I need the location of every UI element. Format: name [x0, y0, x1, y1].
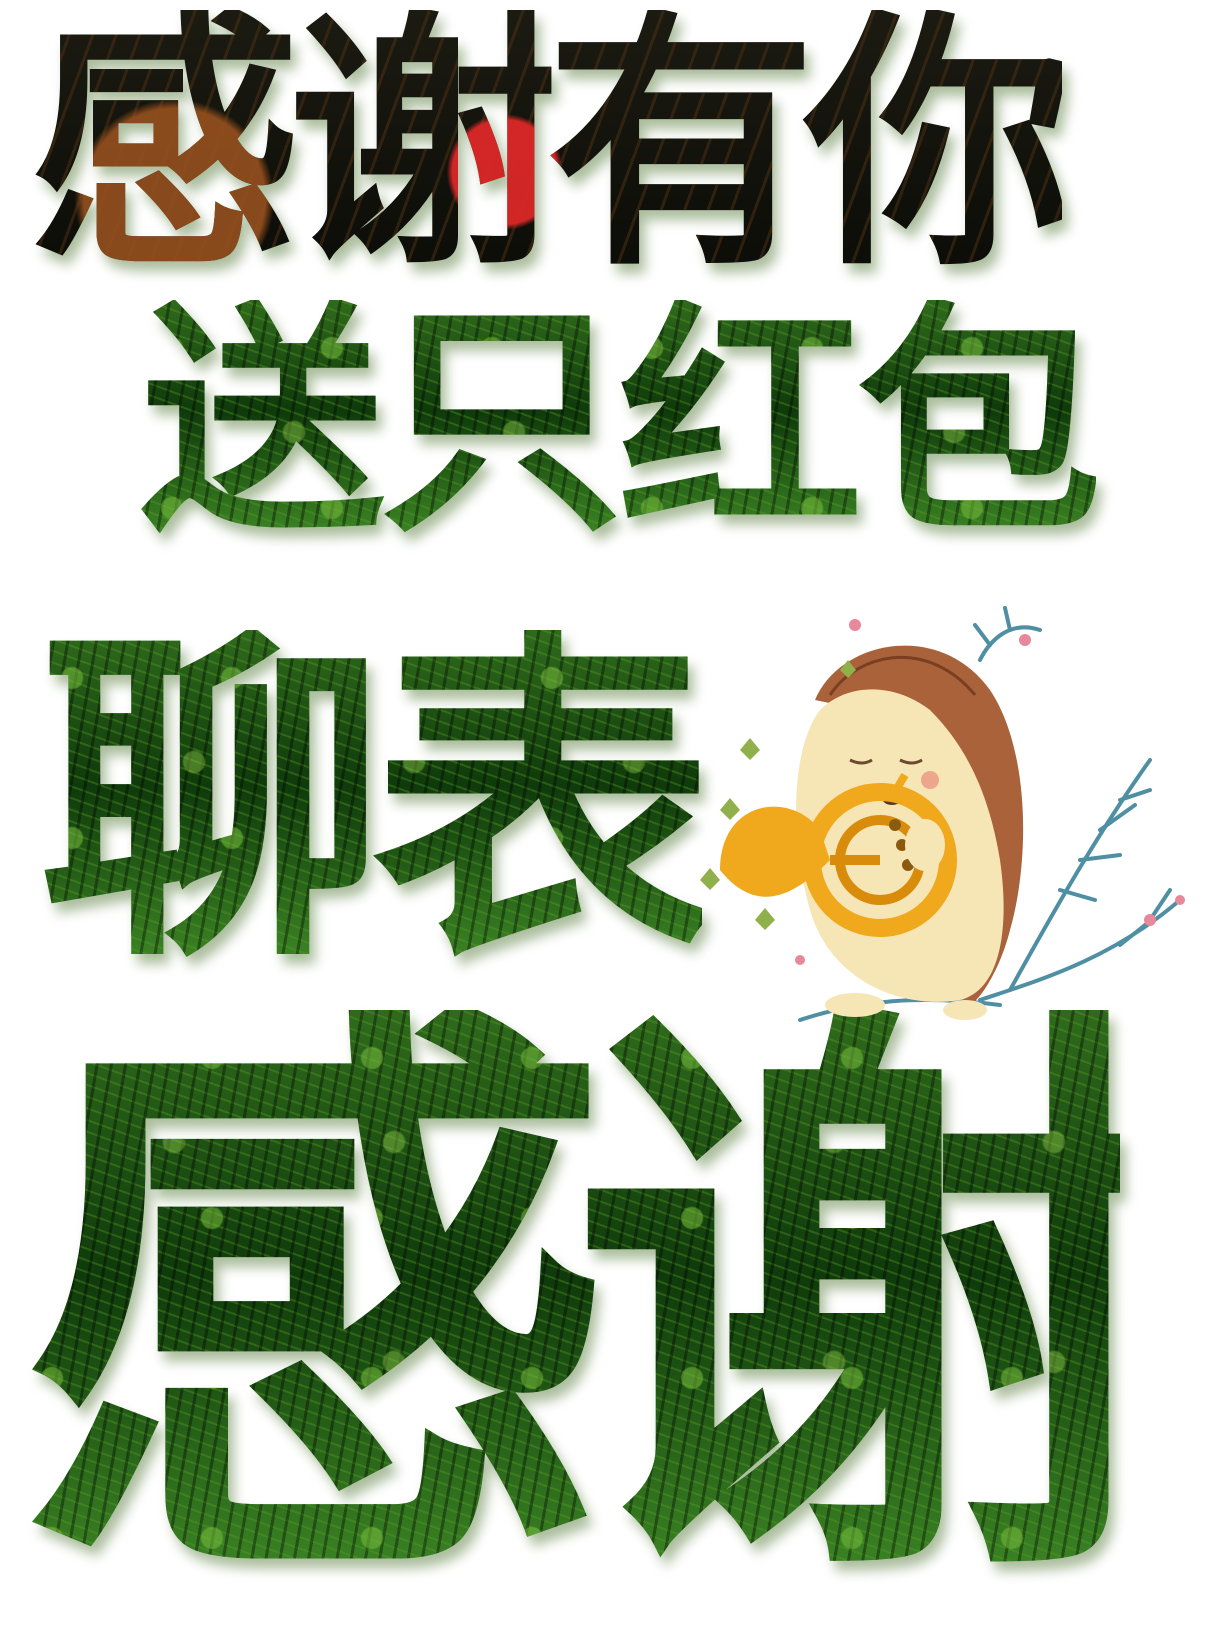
- headline-line-2: 送只红包: [140, 280, 1096, 565]
- headline-line-1: 感谢有你: [30, 0, 1062, 302]
- headline-line-4: 感谢: [20, 961, 1120, 1648]
- hedgehog-with-french-horn-icon: [700, 606, 1185, 1022]
- headline-line-3: 聊表: [40, 602, 702, 1003]
